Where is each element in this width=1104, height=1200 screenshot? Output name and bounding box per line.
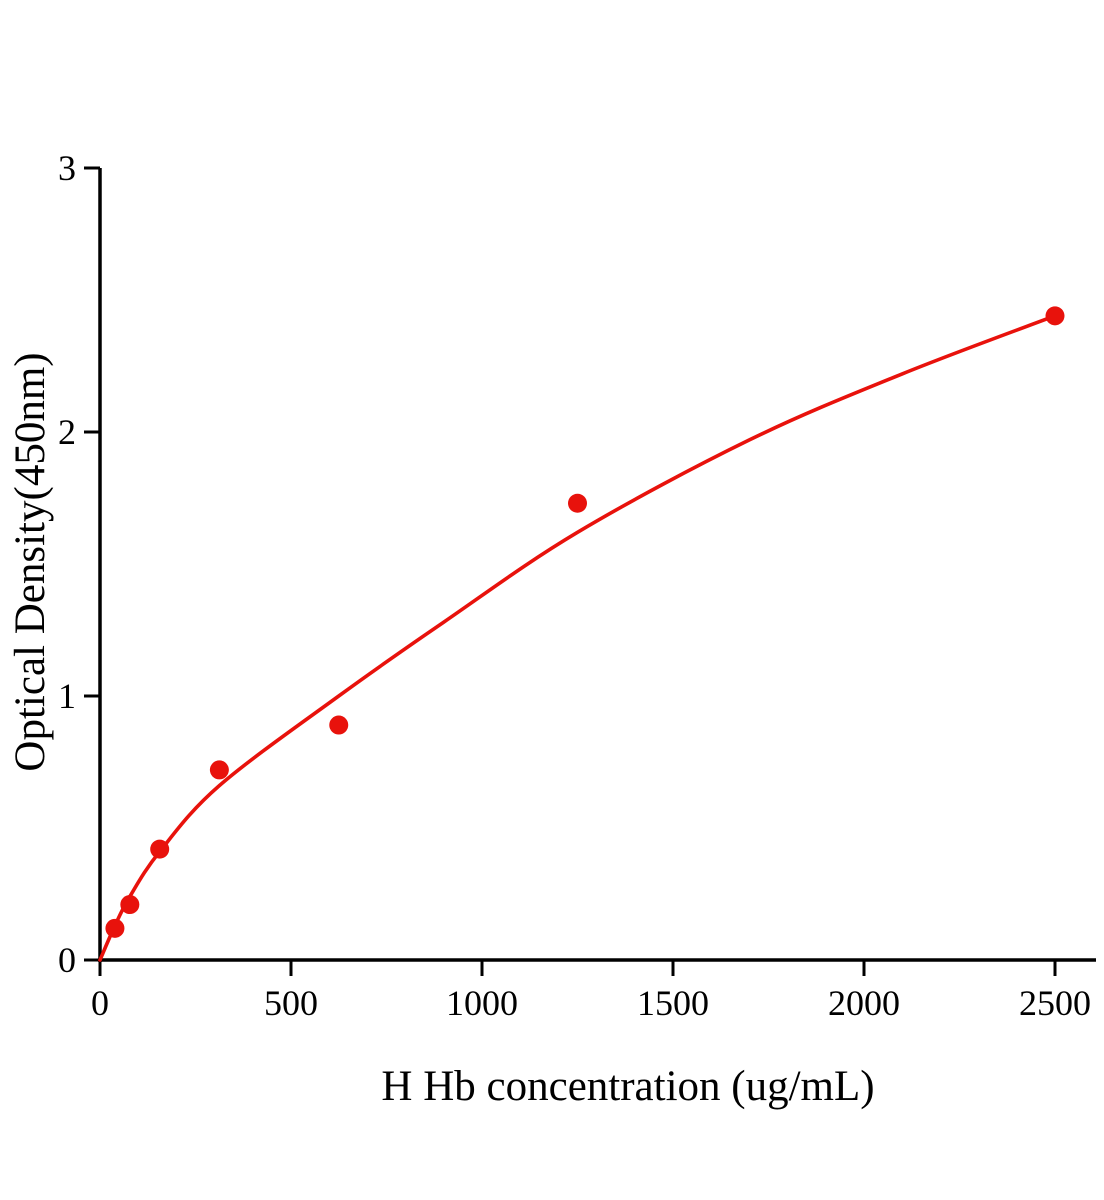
x-tick-label: 2000 bbox=[828, 983, 900, 1023]
y-axis-title: Optical Density(450nm) bbox=[7, 352, 54, 771]
y-axis-ticks: 0 1 2 3 bbox=[58, 148, 100, 980]
x-tick-label: 2500 bbox=[1019, 983, 1091, 1023]
data-point bbox=[209, 760, 229, 780]
data-point bbox=[1045, 306, 1065, 326]
x-tick-label: 0 bbox=[91, 983, 109, 1023]
y-tick-label: 2 bbox=[58, 412, 76, 452]
data-point bbox=[120, 895, 140, 915]
x-tick-label: 500 bbox=[264, 983, 318, 1023]
data-point bbox=[105, 918, 125, 938]
y-tick-label: 3 bbox=[58, 148, 76, 188]
y-tick-label: 1 bbox=[58, 676, 76, 716]
x-tick-label: 1000 bbox=[446, 983, 518, 1023]
x-axis-ticks: 0 500 1000 1500 2000 2500 bbox=[91, 960, 1091, 1023]
data-point bbox=[568, 493, 587, 513]
x-tick-label: 1500 bbox=[637, 983, 709, 1023]
data-point bbox=[150, 839, 170, 859]
data-points bbox=[105, 306, 1065, 938]
y-tick-label: 0 bbox=[58, 940, 76, 980]
fit-curve bbox=[98, 314, 1057, 962]
x-axis-title: H Hb concentration (ug/mL) bbox=[381, 1063, 874, 1110]
data-point bbox=[329, 715, 349, 735]
